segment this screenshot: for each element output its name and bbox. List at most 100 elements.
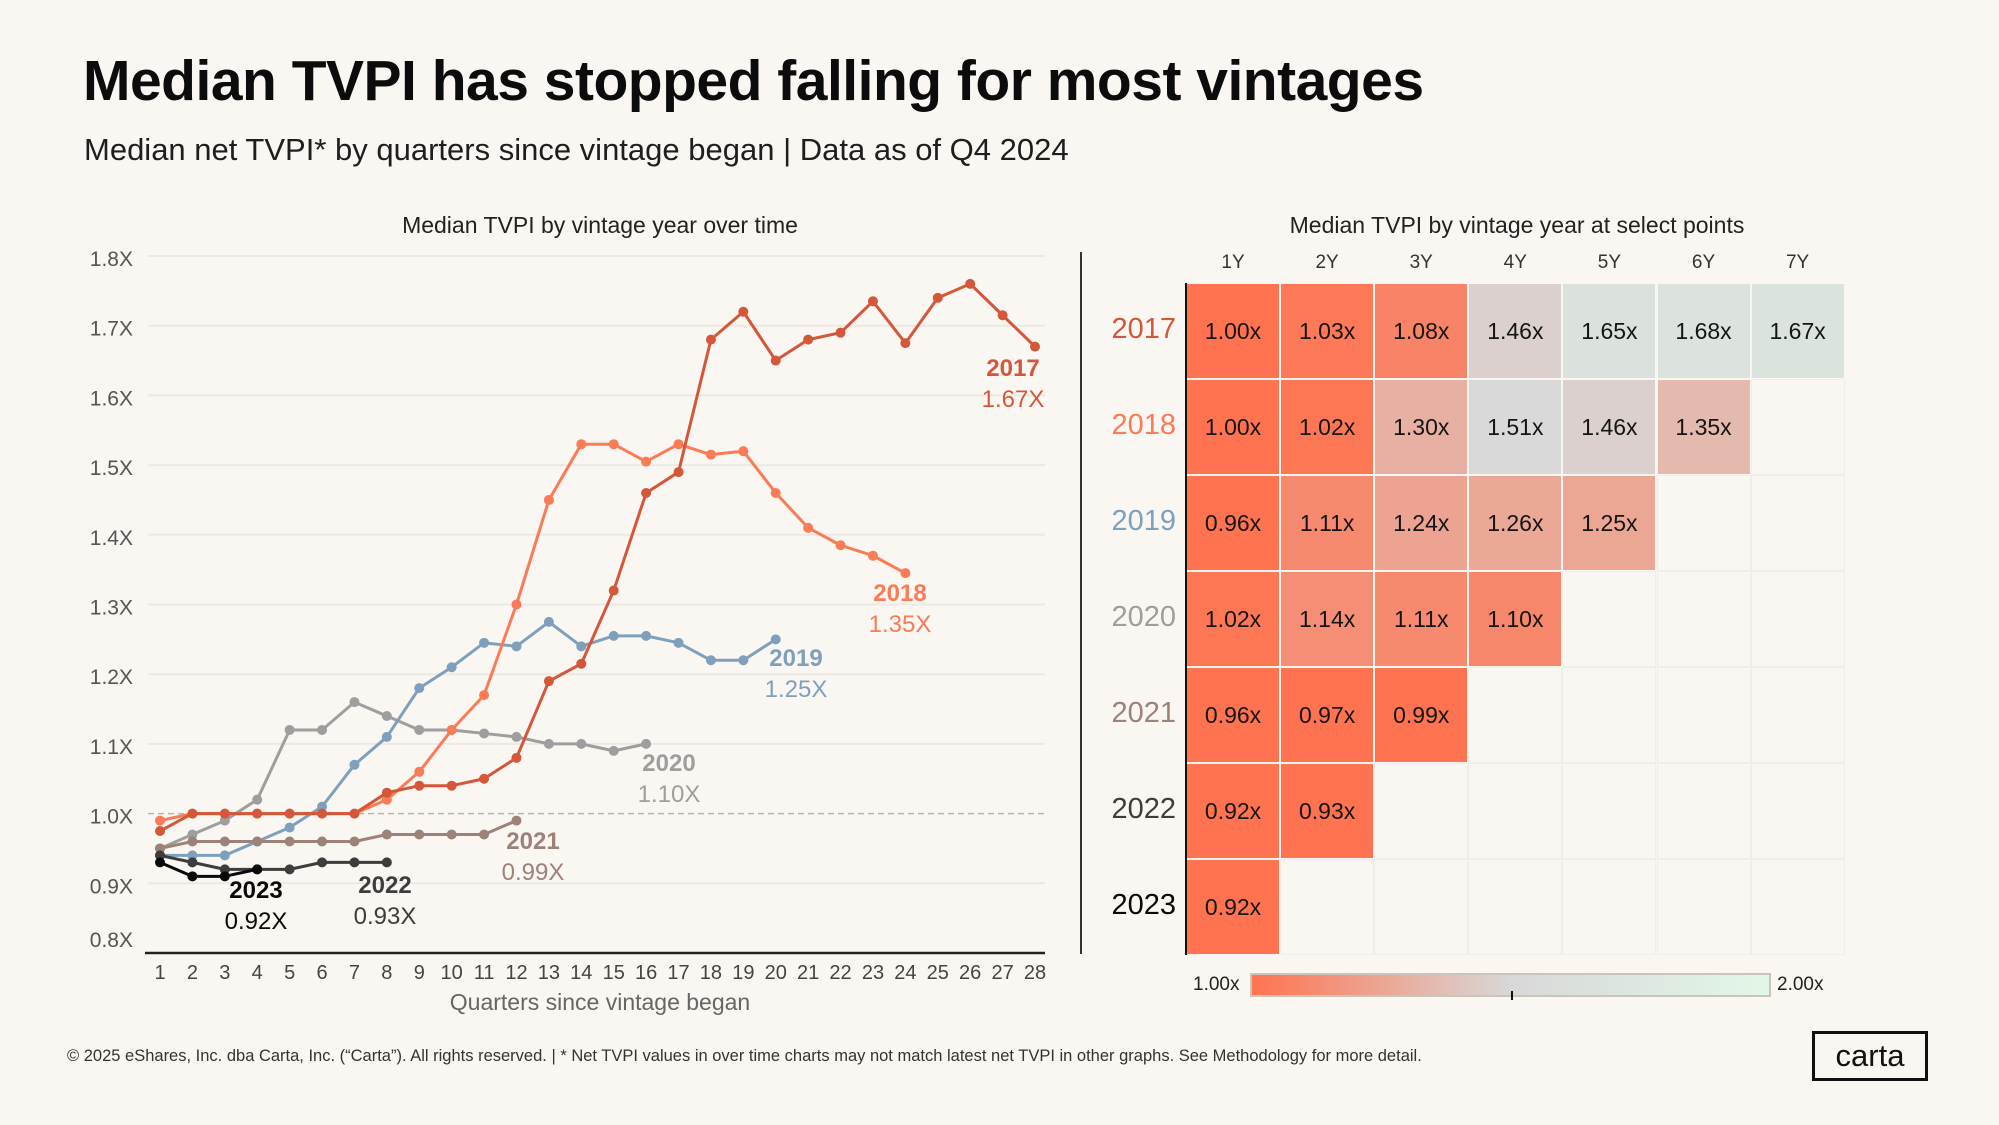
series-label-2020: 2020 <box>642 750 695 777</box>
x-tick-label: 2 <box>187 962 198 984</box>
heatmap-column-header: 1Y <box>1221 252 1245 273</box>
y-tick-label: 0.8X <box>90 929 133 952</box>
heatmap-cell: 1.35x <box>1656 379 1751 475</box>
series-end-value-2020: 1.10X <box>638 781 701 808</box>
heatmap-cell: 1.26x <box>1468 475 1563 571</box>
heatmap-row-label: 2019 <box>1111 505 1176 537</box>
heatmap-cell: 0.99x <box>1374 667 1469 763</box>
gridlines <box>148 255 1045 885</box>
data-point-2017 <box>511 752 522 763</box>
data-point-2017 <box>1030 341 1040 352</box>
data-point-2021 <box>187 836 198 847</box>
line-chart: 0.8X 0.9X 1.0X 1.1X 1.2X 1.3X 1.4X 1.5X 1.6X 1.7X… <box>90 248 1046 1015</box>
data-point-2019 <box>608 630 619 641</box>
heatmap-empty-cell <box>1656 475 1751 571</box>
heatmap-column-header: 5Y <box>1597 252 1622 273</box>
data-point-2017 <box>835 327 846 338</box>
data-point-2018 <box>479 690 490 701</box>
heatmap-cell: 1.11x <box>1374 571 1469 667</box>
heatmap-row-label: 2023 <box>1111 889 1176 921</box>
y-tick-label: 1.7X <box>90 318 133 341</box>
colorbar-min-label: 1.00x <box>1193 974 1240 995</box>
data-point-2018 <box>835 540 846 551</box>
data-point-2019 <box>446 662 457 673</box>
x-tick-label: 3 <box>219 962 230 984</box>
data-point-2017 <box>867 296 878 307</box>
heatmap-row-label: 2021 <box>1111 697 1176 729</box>
data-point-2020 <box>284 724 295 735</box>
data-point-2019 <box>349 759 360 770</box>
data-point-2018 <box>770 487 781 498</box>
heatmap-empty-cell <box>1468 763 1563 859</box>
data-point-2018 <box>543 494 554 505</box>
data-point-2018 <box>673 439 684 450</box>
x-tick-label: 4 <box>252 962 263 984</box>
heatmap-row-label: 2018 <box>1111 409 1176 441</box>
x-tick-label: 27 <box>991 962 1013 984</box>
series-2020 <box>155 697 652 854</box>
colorbar-tick <box>1511 991 1513 1000</box>
x-tick-label: 21 <box>797 962 819 984</box>
data-point-2020 <box>219 815 230 826</box>
heatmap-cell: 1.02x <box>1186 571 1281 667</box>
x-tick-label: 17 <box>667 962 689 984</box>
heatmap-cell: 1.25x <box>1562 475 1657 571</box>
y-tick-label: 1.0X <box>90 806 133 829</box>
series-2021 <box>155 815 522 854</box>
heatmap-empty-cell <box>1750 571 1845 667</box>
heatmap-empty-cell <box>1374 859 1469 955</box>
data-point-2021 <box>252 836 263 847</box>
data-point-2021 <box>219 836 230 847</box>
colorbar <box>1250 973 1771 997</box>
data-point-2022 <box>349 857 360 868</box>
data-point-2020 <box>576 738 587 749</box>
data-point-2023 <box>252 864 263 875</box>
heatmap-cell: 1.46x <box>1562 379 1657 475</box>
heatmap-cell: 1.65x <box>1562 283 1657 379</box>
data-point-2021 <box>155 843 165 854</box>
colorbar-max-label: 2.00x <box>1777 974 1824 995</box>
data-point-2018 <box>576 439 587 450</box>
data-point-2019 <box>317 801 328 812</box>
series-line-2023 <box>159 861 258 878</box>
heatmap-empty-cell <box>1280 859 1375 955</box>
heatmap-row-label: 2017 <box>1111 313 1176 345</box>
x-tick-label: 8 <box>381 962 392 984</box>
x-tick-label: 15 <box>603 962 625 984</box>
page-title: Median TVPI has stopped falling for most… <box>83 49 1424 113</box>
heatmap-empty-cell <box>1656 859 1751 955</box>
heatmap-empty-cell <box>1750 667 1845 763</box>
x-tick-label: 14 <box>570 962 592 984</box>
series-label-2023: 2023 <box>229 877 282 904</box>
heatmap-cell: 1.30x <box>1374 379 1469 475</box>
data-point-2017 <box>446 780 457 791</box>
heatmap-cell: 0.92x <box>1186 859 1281 955</box>
data-point-2020 <box>414 724 425 735</box>
data-point-2018 <box>900 568 911 579</box>
heatmap-cell: 1.00x <box>1186 379 1281 475</box>
series-end-labels: 2017 1.67X 2018 1.35X 2019 1.25X 2020 1.10X 2021… <box>225 355 1045 935</box>
heatmap-empty-cell <box>1562 667 1657 763</box>
data-point-2018 <box>705 449 716 460</box>
series-2019 <box>155 616 781 861</box>
x-tick-label: 18 <box>700 962 722 984</box>
x-tick-label: 11 <box>474 962 495 984</box>
series-label-2018: 2018 <box>873 580 926 607</box>
data-point-2018 <box>381 794 392 805</box>
heatmap-row-label: 2020 <box>1111 601 1176 633</box>
data-point-2017 <box>155 826 165 837</box>
data-point-2021 <box>284 836 295 847</box>
data-point-2022 <box>219 864 230 875</box>
panel-divider <box>1080 252 1082 954</box>
data-point-2019 <box>414 683 425 694</box>
data-point-2017 <box>187 808 198 819</box>
data-point-2018 <box>608 439 619 450</box>
data-point-2019 <box>641 630 652 641</box>
heatmap-empty-cell <box>1750 379 1845 475</box>
heatmap-empty-cell <box>1750 475 1845 571</box>
data-point-2017 <box>219 808 230 819</box>
x-tick-label: 24 <box>894 962 916 984</box>
series-end-value-2023: 0.92X <box>225 908 288 935</box>
heatmap-empty-cell <box>1468 667 1563 763</box>
series-end-value-2022: 0.93X <box>354 903 417 930</box>
